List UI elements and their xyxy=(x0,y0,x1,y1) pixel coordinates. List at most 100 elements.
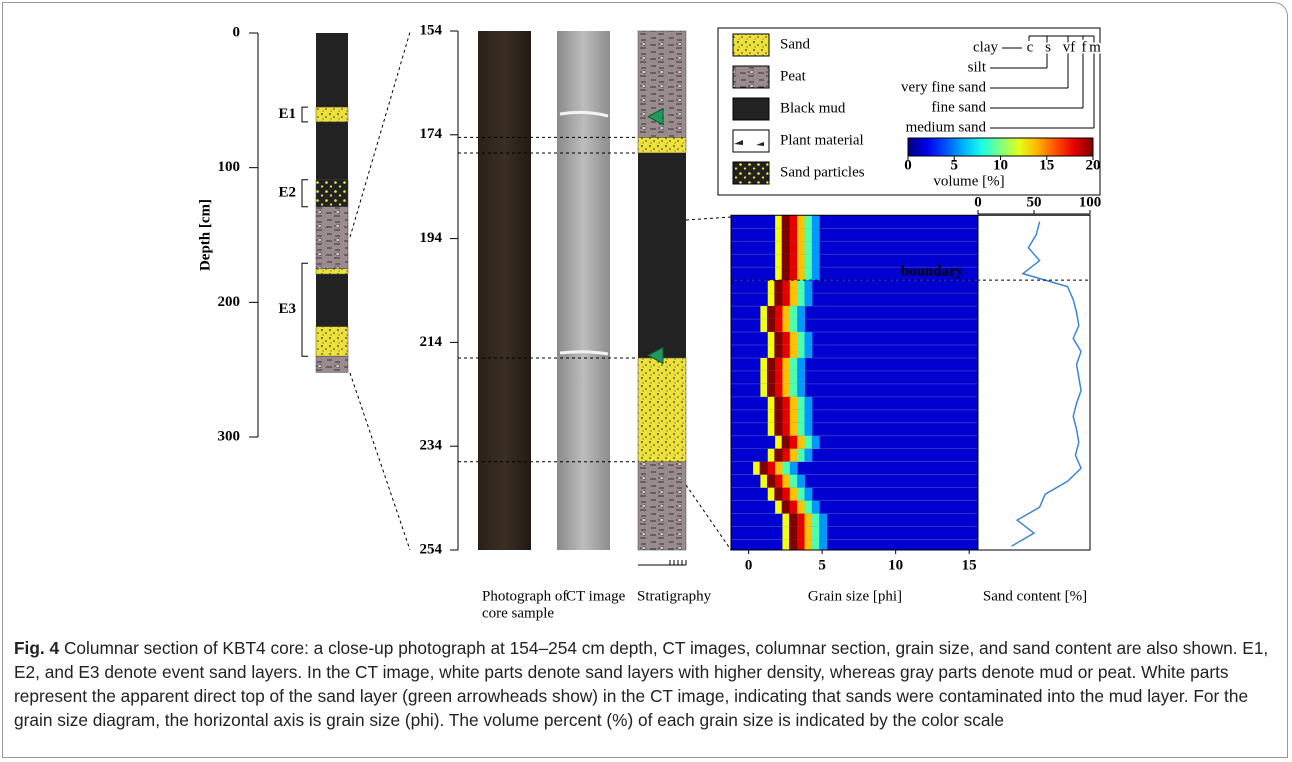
heat-cell xyxy=(797,475,805,488)
heat-cell xyxy=(812,254,820,267)
tick-label: 174 xyxy=(420,126,443,142)
panel-label: core sample xyxy=(482,605,554,621)
heat-cell xyxy=(782,371,790,384)
strat-scale xyxy=(638,560,686,565)
panel-label: Stratigraphy xyxy=(637,588,712,604)
heat-cell xyxy=(790,410,798,423)
tick-label: 0 xyxy=(233,24,241,40)
mode-cell xyxy=(774,410,781,423)
heat-cell xyxy=(805,527,813,540)
heat-cell xyxy=(805,488,813,501)
mode-cell xyxy=(774,423,781,436)
heat-cell xyxy=(790,423,798,436)
heat-cell xyxy=(775,384,783,397)
core-layer xyxy=(316,269,348,274)
tick-label: 15 xyxy=(962,557,977,573)
grain-class: c xyxy=(1027,39,1034,55)
mode-cell xyxy=(782,436,789,449)
strat-layer xyxy=(638,358,686,462)
event-bracket xyxy=(302,107,308,122)
heat-cell xyxy=(790,397,798,410)
heat-cell xyxy=(812,514,820,527)
grain-class-name: silt xyxy=(968,59,987,75)
heat-cell xyxy=(812,215,820,228)
heat-cell xyxy=(790,215,798,228)
heat-cell xyxy=(805,332,813,345)
heat-cell xyxy=(782,488,790,501)
heat-cell xyxy=(790,228,798,241)
tick-label: 15 xyxy=(1039,157,1054,173)
heat-cell xyxy=(797,540,805,550)
tick-label: 200 xyxy=(218,294,241,310)
legend-label: Black mud xyxy=(780,100,846,116)
legend-swatch xyxy=(733,98,769,120)
heat-cell xyxy=(797,527,805,540)
legend-swatch xyxy=(733,162,769,184)
mode-cell xyxy=(782,228,789,241)
heat-cell xyxy=(790,267,798,280)
tick-label: 5 xyxy=(951,157,959,173)
heat-cell xyxy=(790,319,798,332)
heat-cell xyxy=(805,540,813,550)
tick-label: 50 xyxy=(1027,194,1042,210)
heat-cell xyxy=(812,436,820,449)
grain-class: f xyxy=(1082,39,1087,55)
grain-class-name: fine sand xyxy=(931,99,986,115)
heat-cell xyxy=(805,241,813,254)
heat-cell xyxy=(805,254,813,267)
mode-cell xyxy=(774,449,781,462)
tick-label: 254 xyxy=(420,541,443,557)
mode-cell xyxy=(774,397,781,410)
legend-swatch xyxy=(733,34,769,56)
heat-cell xyxy=(790,449,798,462)
heat-cell xyxy=(790,436,798,449)
colorbar-label: volume [%] xyxy=(933,173,1004,189)
heat-cell xyxy=(782,449,790,462)
legend-swatch xyxy=(733,130,769,152)
heat-cell xyxy=(797,358,805,371)
heat-cell xyxy=(782,423,790,436)
heat-cell xyxy=(805,410,813,423)
heat-cell xyxy=(790,488,798,501)
tick-label: 100 xyxy=(1079,194,1102,210)
heat-cell xyxy=(797,345,805,358)
heat-cell xyxy=(790,384,798,397)
heat-cell xyxy=(805,228,813,241)
strat-layer xyxy=(638,153,686,358)
core-layer xyxy=(316,180,348,207)
heat-cell xyxy=(797,436,805,449)
heat-cell xyxy=(805,449,813,462)
mode-cell xyxy=(774,293,781,306)
heat-cell xyxy=(819,540,827,550)
heat-cell xyxy=(797,423,805,436)
legend-swatch xyxy=(733,66,769,88)
grain-class-name: very fine sand xyxy=(901,79,986,95)
heat-cell xyxy=(782,384,790,397)
event-bracket xyxy=(302,180,308,207)
heat-cell xyxy=(775,371,783,384)
core-layer xyxy=(316,107,348,122)
heat-cell xyxy=(790,241,798,254)
legend-label: Plant material xyxy=(780,132,864,148)
tick-label: 20 xyxy=(1086,157,1101,173)
tick-label: 300 xyxy=(218,428,241,444)
boundary-label: boundary xyxy=(901,264,964,280)
heat-cell xyxy=(797,254,805,267)
mode-cell xyxy=(774,488,781,501)
core-layer xyxy=(316,207,348,269)
heat-cell xyxy=(790,332,798,345)
heat-cell xyxy=(782,410,790,423)
heat-cell xyxy=(805,514,813,527)
heat-cell xyxy=(797,501,805,514)
heat-cell xyxy=(797,332,805,345)
heat-cell xyxy=(782,332,790,345)
heat-cell xyxy=(805,215,813,228)
mode-cell xyxy=(774,280,781,293)
heat-cell xyxy=(797,449,805,462)
heat-cell xyxy=(782,280,790,293)
heat-cell xyxy=(790,306,798,319)
heat-cell xyxy=(790,254,798,267)
grain-class-name: clay xyxy=(973,39,998,55)
heat-cell xyxy=(812,267,820,280)
heat-cell xyxy=(797,397,805,410)
